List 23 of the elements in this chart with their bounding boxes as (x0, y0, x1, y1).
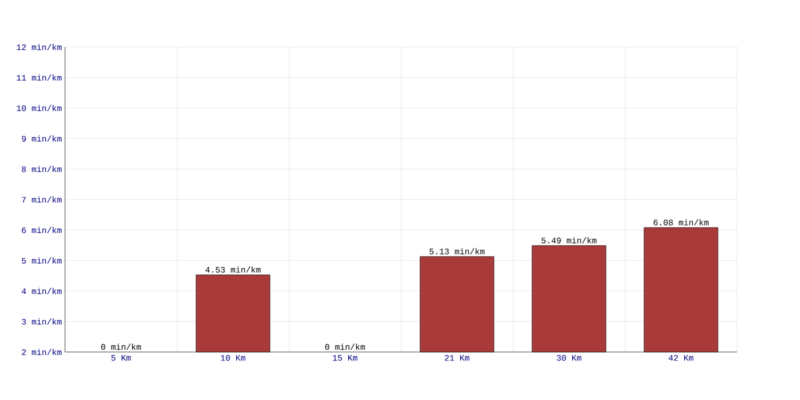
y-tick-label: 12 min/km (16, 44, 62, 50)
y-tick-label: 6 min/km (22, 226, 62, 234)
x-tick-label: 5 Km (111, 355, 131, 361)
y-tick-label: 9 min/km (22, 135, 62, 142)
x-tick-label: 21 Km (444, 355, 470, 361)
text: 0 min/km (101, 344, 141, 350)
x-tick-label: 30 Km (556, 355, 582, 361)
text: 0 min/km (325, 344, 365, 350)
y-tick-label: 11 min/km (16, 74, 62, 81)
data-label: 5.49 min/km (542, 237, 596, 244)
y-tick-label: 3 min/km (22, 318, 62, 325)
y-tick-label: 4 min/km (22, 288, 62, 294)
y-tick-label: 7 min/km (22, 196, 62, 203)
x-tick-label: 42 Km (668, 355, 694, 361)
data-label: 4.53 min/km (205, 266, 260, 273)
x-tick-label: 10 Km (220, 355, 246, 361)
y-tick-label: 10 min/km (16, 104, 62, 112)
y-tick-label: 5 min/km (22, 257, 62, 264)
y-tick-label: 2 min/km (22, 348, 62, 356)
data-label: 5.13 min/km (430, 248, 484, 254)
y-tick-label: 8 min/km (22, 166, 62, 172)
x-tick-label: 15 Km (332, 355, 358, 361)
data-label: 6.08 min/km (654, 219, 709, 226)
